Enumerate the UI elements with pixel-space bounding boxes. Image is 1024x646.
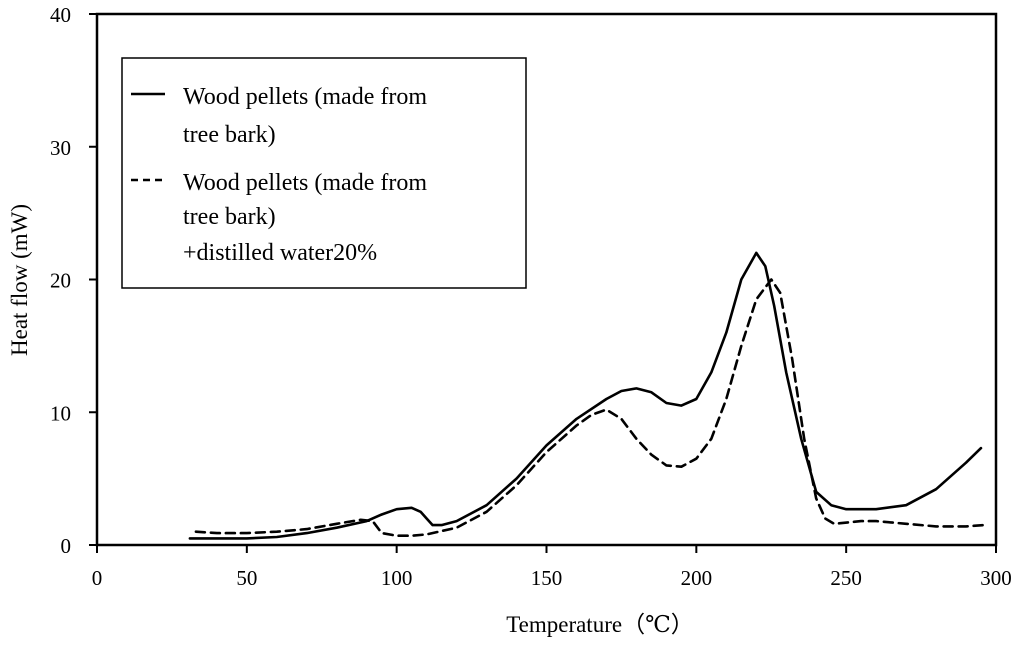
x-tick-label-200: 200: [681, 566, 713, 590]
y-tick-label-10: 10: [50, 401, 71, 425]
y-tick-label-0: 0: [61, 534, 72, 558]
series-layer: [188, 251, 986, 540]
x-axis-title: Temperature（℃）: [506, 612, 694, 637]
y-tick-label-30: 30: [50, 136, 71, 160]
x-tick-label-250: 250: [830, 566, 862, 590]
series-line-solid: [188, 251, 983, 540]
legend-label-series-2-line-1: Wood pellets (made from: [183, 170, 427, 196]
legend-label-series-2-line-3: +distilled water20%: [183, 240, 377, 266]
series-line-dashed: [194, 278, 986, 537]
legend-label-series-1-line-2: tree bark): [183, 122, 276, 148]
x-tick-label-300: 300: [980, 566, 1012, 590]
legend-label-series-1-line-1: Wood pellets (made from: [183, 84, 427, 110]
y-axis-title: Heat flow (mW): [7, 204, 32, 356]
legend-label-series-2-line-2: tree bark): [183, 204, 276, 230]
x-tick-label-0: 0: [92, 566, 103, 590]
x-tick-label-150: 150: [531, 566, 563, 590]
y-tick-label-20: 20: [50, 269, 71, 293]
legend-box: [121, 57, 527, 289]
x-tick-label-100: 100: [381, 566, 413, 590]
x-tick-label-50: 50: [236, 566, 257, 590]
y-tick-label-40: 40: [50, 3, 71, 27]
legend: Wood pellets (made from tree bark) Wood …: [121, 57, 527, 289]
ticks-layer: 0 50 100 150 200 250 300 0 10 20 30 40: [50, 3, 1012, 590]
